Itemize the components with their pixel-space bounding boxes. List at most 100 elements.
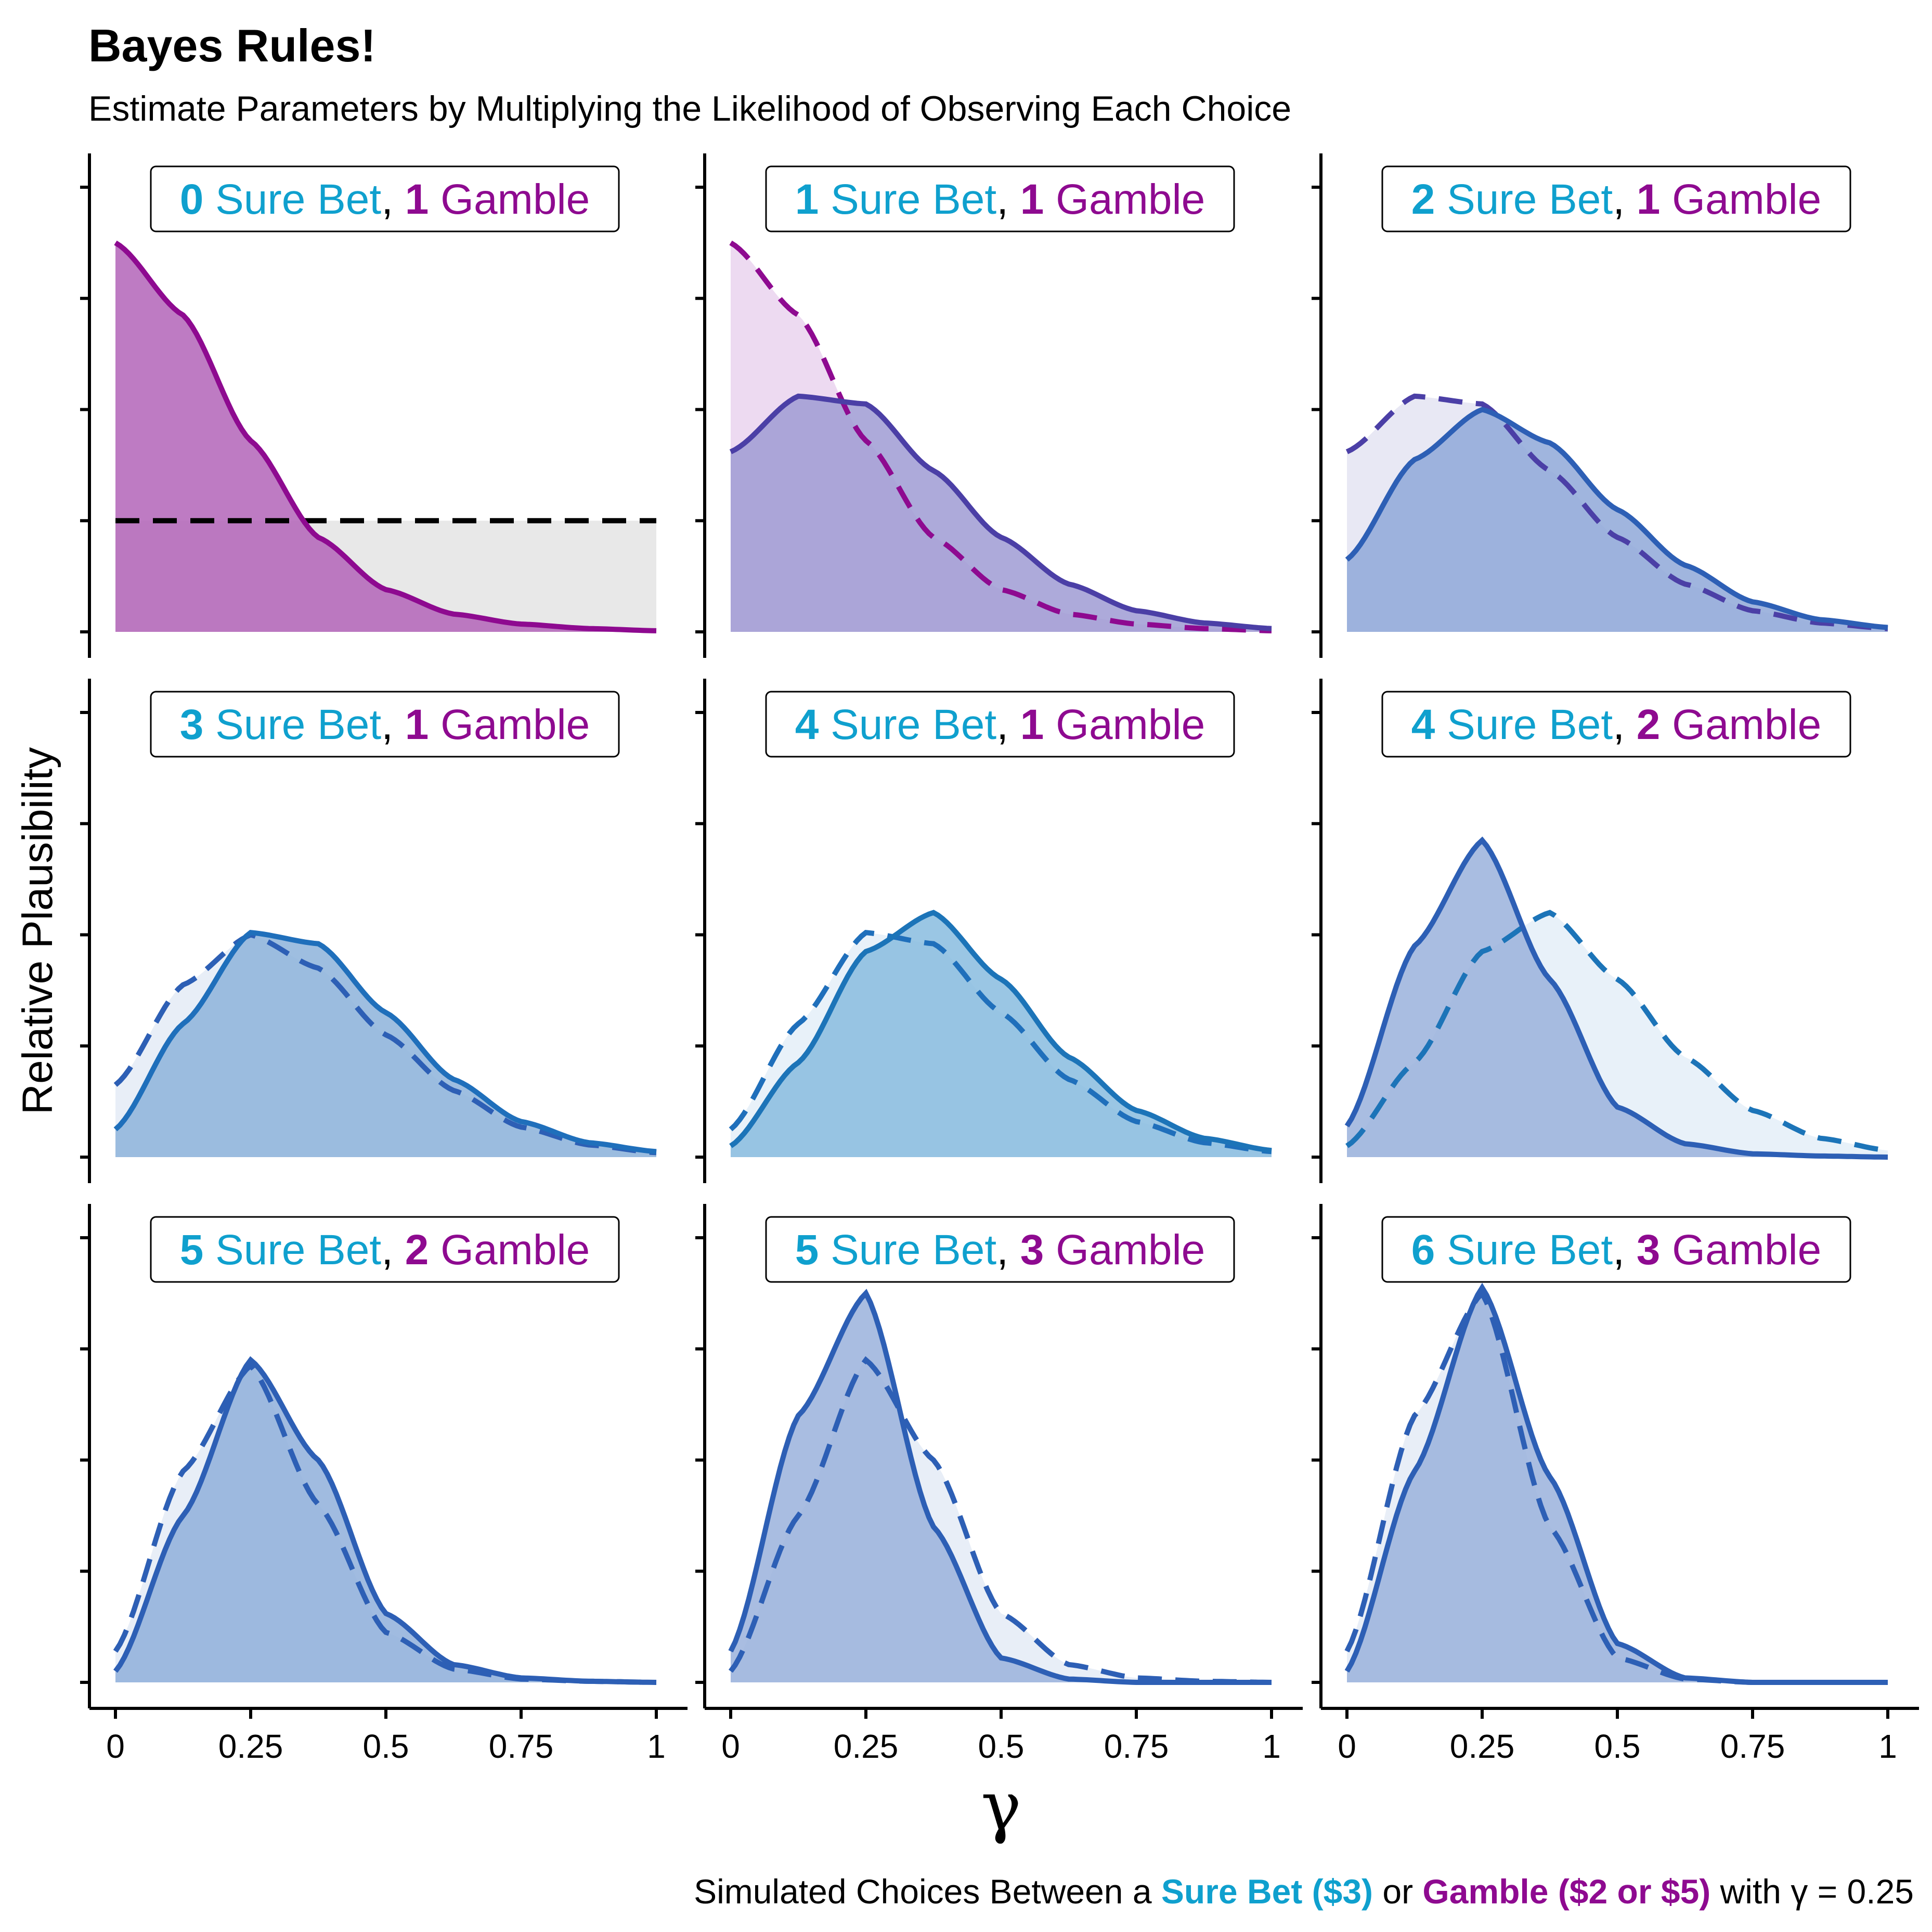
x-tick-label: 0: [721, 1728, 740, 1765]
facet-label: 2 Sure Bet, 1 Gamble: [1411, 176, 1822, 223]
facet-panel: 4 Sure Bet, 2 Gamble: [1312, 679, 1888, 1183]
facet-sure-label: Sure Bet: [1435, 176, 1613, 223]
facet-label-box: [150, 1216, 620, 1283]
facet-label: 5 Sure Bet, 2 Gamble: [180, 1226, 590, 1274]
posterior-area: [115, 1360, 656, 1682]
posterior-area: [731, 1293, 1272, 1682]
posterior-area: [1347, 409, 1888, 632]
facet-sure-count: 4: [1411, 701, 1435, 748]
posterior-line: [728, 1289, 1272, 1685]
facet-sure-label: Sure Bet: [1435, 1226, 1613, 1274]
facet-separator: ,: [996, 176, 1020, 223]
facet-sure-count: 0: [180, 176, 204, 223]
facet-panel: 3 Sure Bet, 1 Gamble: [80, 679, 657, 1183]
facet-gamble-label: Gamble: [1660, 176, 1821, 223]
facet-sure-count: 5: [180, 1226, 204, 1274]
facet-gamble-count: 3: [1020, 1226, 1044, 1274]
facet-separator: ,: [1613, 1226, 1637, 1274]
facet-panel: 0 0.25 0.5 0.75 1 6 Sure Bet, 3 Gamble: [1312, 1204, 1919, 1765]
posterior-line: [1344, 836, 1888, 1160]
facet-sure-count: 3: [180, 701, 204, 748]
facet-label-box: [765, 165, 1235, 232]
chart-subtitle: Estimate Parameters by Multiplying the L…: [88, 89, 1291, 128]
prior-line: [1345, 393, 1888, 631]
y-axis-label: Relative Plausibility: [14, 747, 61, 1114]
caption-gamble: Gamble ($2 or $5): [1422, 1872, 1710, 1911]
posterior-line: [729, 393, 1272, 631]
posterior-line: [729, 910, 1272, 1153]
x-tick-label: 1: [1878, 1728, 1897, 1765]
facet-sure-label: Sure Bet: [203, 701, 381, 748]
x-tick-label: 0.5: [1594, 1728, 1641, 1765]
posterior-line: [113, 930, 657, 1155]
facet-gamble-label: Gamble: [1044, 1226, 1205, 1274]
chart-title: Bayes Rules!: [88, 20, 376, 71]
facet-gamble-label: Gamble: [1044, 701, 1205, 748]
x-tick-label: 0.75: [1720, 1728, 1785, 1765]
prior-line: [729, 930, 1272, 1155]
facet-label-box: [765, 691, 1235, 758]
facet-separator: ,: [1613, 701, 1637, 748]
x-tick-label: 0: [1338, 1728, 1356, 1765]
x-tick-label: 1: [1262, 1728, 1281, 1765]
facet-label-box: [150, 165, 620, 232]
x-tick-label: 1: [647, 1728, 666, 1765]
facet-sure-count: 5: [795, 1226, 819, 1274]
facet-panel: 1 Sure Bet, 1 Gamble: [695, 153, 1272, 658]
facet-gamble-count: 1: [1020, 176, 1044, 223]
facet-sure-label: Sure Bet: [819, 701, 996, 748]
caption-mid: or: [1373, 1872, 1422, 1911]
x-tick-label: 0.5: [978, 1728, 1025, 1765]
x-tick-label: 0.25: [1450, 1728, 1515, 1765]
posterior-line: [113, 1356, 657, 1685]
facet-gamble-label: Gamble: [429, 1226, 590, 1274]
facet-label: 3 Sure Bet, 1 Gamble: [180, 701, 590, 748]
x-tick-label: 0.75: [1104, 1728, 1169, 1765]
facet-separator: ,: [996, 1226, 1020, 1274]
facet-sure-count: 4: [795, 701, 819, 748]
facet-panel: 0 0.25 0.5 0.75 1 5 Sure Bet, 3 Gamble: [695, 1204, 1303, 1765]
prior-line: [113, 932, 657, 1156]
posterior-area: [115, 242, 656, 632]
facet-gamble-label: Gamble: [429, 701, 590, 748]
posterior-line: [1344, 1282, 1888, 1685]
facet-separator: ,: [381, 176, 405, 223]
facet-separator: ,: [1613, 176, 1637, 223]
facet-gamble-label: Gamble: [1044, 176, 1205, 223]
facet-sure-label: Sure Bet: [819, 1226, 996, 1274]
facet-gamble-count: 1: [405, 176, 429, 223]
facet-sure-count: 6: [1411, 1226, 1435, 1274]
facet-panel: 2 Sure Bet, 1 Gamble: [1312, 153, 1888, 658]
facet-gamble-count: 1: [405, 701, 429, 748]
facet-label-box: [1381, 165, 1851, 232]
posterior-area: [1347, 1288, 1888, 1682]
posterior-line: [114, 240, 657, 633]
posterior-area: [731, 396, 1272, 632]
facet-separator: ,: [381, 701, 405, 748]
facet-panel: 0 Sure Bet, 1 Gamble: [80, 153, 657, 658]
facet-separator: ,: [381, 1226, 405, 1274]
facet-label: 0 Sure Bet, 1 Gamble: [180, 176, 590, 223]
posterior-area: [1347, 840, 1888, 1157]
facet-gamble-count: 2: [405, 1226, 429, 1274]
prior-line: [113, 1362, 657, 1685]
posterior-line: [1345, 407, 1888, 630]
facet-gamble-count: 1: [1020, 701, 1044, 748]
caption-prefix: Simulated Choices Between a: [694, 1872, 1161, 1911]
x-tick-label: 0.75: [489, 1728, 554, 1765]
facet-gamble-label: Gamble: [429, 176, 590, 223]
facet-gamble-count: 2: [1637, 701, 1661, 748]
facet-label: 4 Sure Bet, 2 Gamble: [1411, 701, 1822, 748]
facet-gamble-label: Gamble: [1660, 701, 1821, 748]
facet-sure-count: 1: [795, 176, 819, 223]
facet-separator: ,: [996, 701, 1020, 748]
facet-gamble-count: 1: [1637, 176, 1661, 223]
caption: Simulated Choices Between a Sure Bet ($3…: [694, 1872, 1914, 1911]
posterior-area: [115, 932, 656, 1157]
facet-panels: 0 Sure Bet, 1 Gamble 1 Sure Bet, 1 Gamble…: [80, 153, 1919, 1765]
prior-line: [1345, 910, 1888, 1153]
x-tick-label: 0.5: [363, 1728, 409, 1765]
facet-label-box: [1381, 691, 1851, 758]
facet-sure-count: 2: [1411, 176, 1435, 223]
facet-panel: 0 0.25 0.5 0.75 1 5 Sure Bet, 2 Gamble: [80, 1204, 688, 1765]
